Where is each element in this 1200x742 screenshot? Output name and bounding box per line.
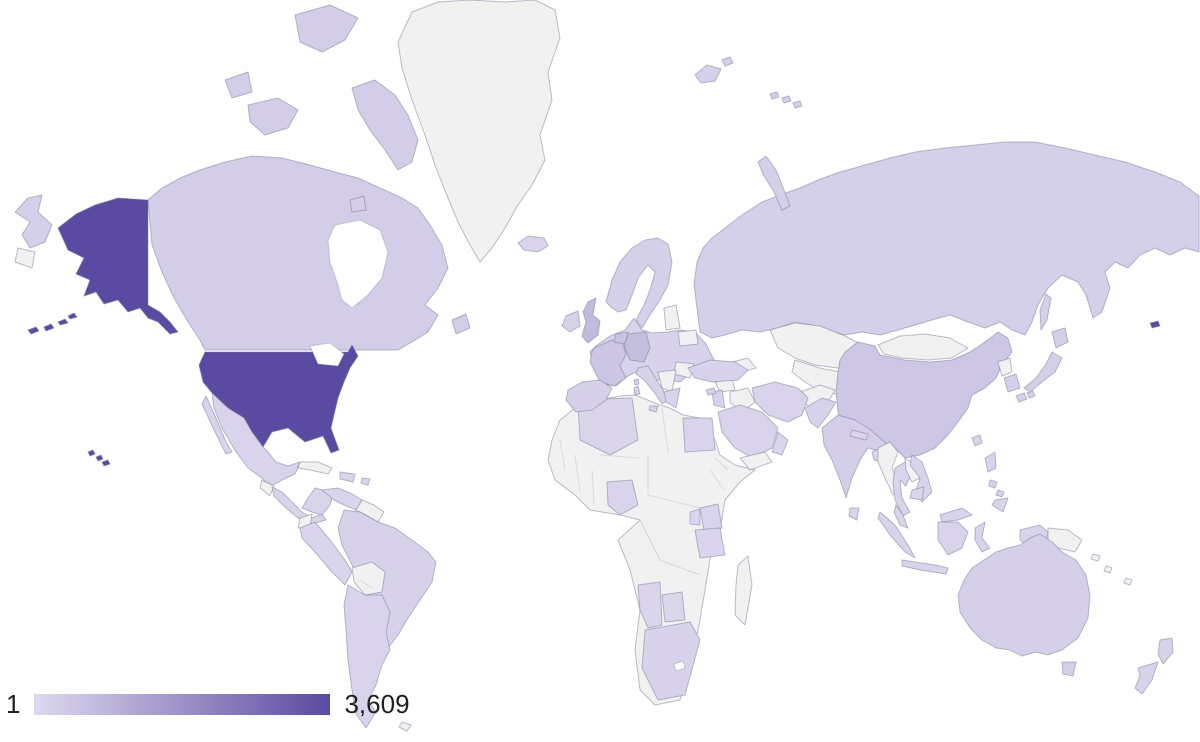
- region-baltics[interactable]: [663, 304, 681, 331]
- country-united-kingdom[interactable]: [581, 297, 601, 344]
- region-scandinavia[interactable]: [605, 237, 673, 329]
- country-japan[interactable]: [1015, 327, 1069, 403]
- country-canada-victoria-island[interactable]: [247, 97, 299, 136]
- country-canada-ellesmere-island[interactable]: [294, 4, 359, 53]
- country-nigeria[interactable]: [606, 479, 639, 516]
- country-turkey[interactable]: [687, 359, 749, 396]
- country-australia[interactable]: [957, 533, 1091, 657]
- country-canada-newfoundland[interactable]: [451, 313, 471, 335]
- country-mongolia[interactable]: [877, 333, 969, 361]
- region-central-america[interactable]: [271, 486, 327, 525]
- country-mexico-baja[interactable]: [201, 395, 233, 455]
- country-russia-sakhalin[interactable]: [1039, 293, 1052, 331]
- country-canada[interactable]: [147, 155, 449, 351]
- country-canada-baffin-island[interactable]: [351, 79, 419, 171]
- region-israel-jordan[interactable]: [711, 389, 726, 409]
- country-saudi-arabia[interactable]: [717, 404, 779, 459]
- country-belarus[interactable]: [677, 329, 699, 347]
- country-canada-southampton-island[interactable]: [349, 195, 367, 213]
- country-russia-novaya-zemlya[interactable]: [757, 155, 791, 211]
- country-botswana[interactable]: [661, 591, 686, 623]
- country-sri-lanka[interactable]: [848, 507, 860, 521]
- legend-max-label: 3,609: [344, 689, 410, 719]
- country-taiwan[interactable]: [971, 434, 983, 447]
- country-russia[interactable]: [693, 141, 1200, 339]
- region-argentina-chile[interactable]: [343, 584, 391, 729]
- country-indonesia[interactable]: [877, 511, 1049, 575]
- legend: 1 3,609: [6, 691, 410, 717]
- country-pakistan[interactable]: [804, 397, 837, 429]
- country-kenya[interactable]: [699, 503, 723, 532]
- africa-inner-borders: [559, 407, 729, 576]
- country-australia-tasmania[interactable]: [1061, 661, 1077, 677]
- great-lakes: [309, 342, 345, 367]
- country-us-alaska[interactable]: [57, 197, 179, 335]
- country-malaysia[interactable]: [893, 504, 973, 529]
- country-cuba[interactable]: [297, 461, 333, 475]
- country-falklands[interactable]: [398, 721, 412, 732]
- country-peru[interactable]: [299, 521, 353, 586]
- country-philippines[interactable]: [984, 451, 1009, 513]
- country-greenland[interactable]: [397, 0, 561, 263]
- country-canada-banks-island[interactable]: [224, 71, 253, 99]
- region-svalbard[interactable]: [694, 56, 734, 84]
- country-bolivia[interactable]: [351, 561, 386, 596]
- region-hispaniola[interactable]: [339, 471, 371, 486]
- country-us-aleutians[interactable]: [27, 312, 78, 335]
- country-north-korea[interactable]: [997, 357, 1013, 377]
- legend-gradient-bar: [34, 693, 331, 715]
- country-ireland[interactable]: [561, 310, 581, 333]
- legend-min-label: 1: [6, 689, 21, 719]
- lesotho-hole: [673, 660, 686, 672]
- country-iceland[interactable]: [517, 235, 549, 253]
- south-america-inner-borders: [359, 579, 386, 619]
- country-south-africa[interactable]: [641, 621, 701, 701]
- country-france[interactable]: [589, 339, 627, 387]
- country-india[interactable]: [821, 414, 889, 499]
- country-italy[interactable]: [633, 365, 669, 413]
- country-us-hawaii[interactable]: [87, 449, 111, 467]
- country-greece[interactable]: [663, 387, 681, 409]
- country-uganda[interactable]: [689, 508, 701, 526]
- country-egypt[interactable]: [682, 417, 716, 453]
- region-pacific-islands[interactable]: [1090, 553, 1133, 586]
- country-guatemala[interactable]: [259, 479, 275, 497]
- country-nepal[interactable]: [849, 429, 869, 441]
- country-vietnam[interactable]: [909, 454, 933, 503]
- region-africa[interactable]: [547, 394, 756, 706]
- country-south-korea[interactable]: [1003, 373, 1021, 393]
- country-yemen[interactable]: [739, 451, 773, 471]
- hudson-bay: [327, 219, 389, 309]
- country-madagascar[interactable]: [734, 555, 753, 626]
- country-russia-franz-josef[interactable]: [769, 91, 803, 109]
- country-new-zealand[interactable]: [1134, 637, 1174, 695]
- country-tanzania[interactable]: [694, 527, 726, 559]
- country-namibia[interactable]: [637, 581, 663, 629]
- country-us-midway[interactable]: [1149, 320, 1161, 329]
- country-germany[interactable]: [623, 331, 651, 363]
- country-iran[interactable]: [751, 381, 809, 423]
- country-st-lawrence-island[interactable]: [14, 247, 36, 269]
- country-cambodia[interactable]: [909, 486, 925, 501]
- country-russia-chukotka-west[interactable]: [14, 194, 53, 249]
- country-oman[interactable]: [771, 431, 789, 456]
- region-iberia[interactable]: [565, 379, 613, 413]
